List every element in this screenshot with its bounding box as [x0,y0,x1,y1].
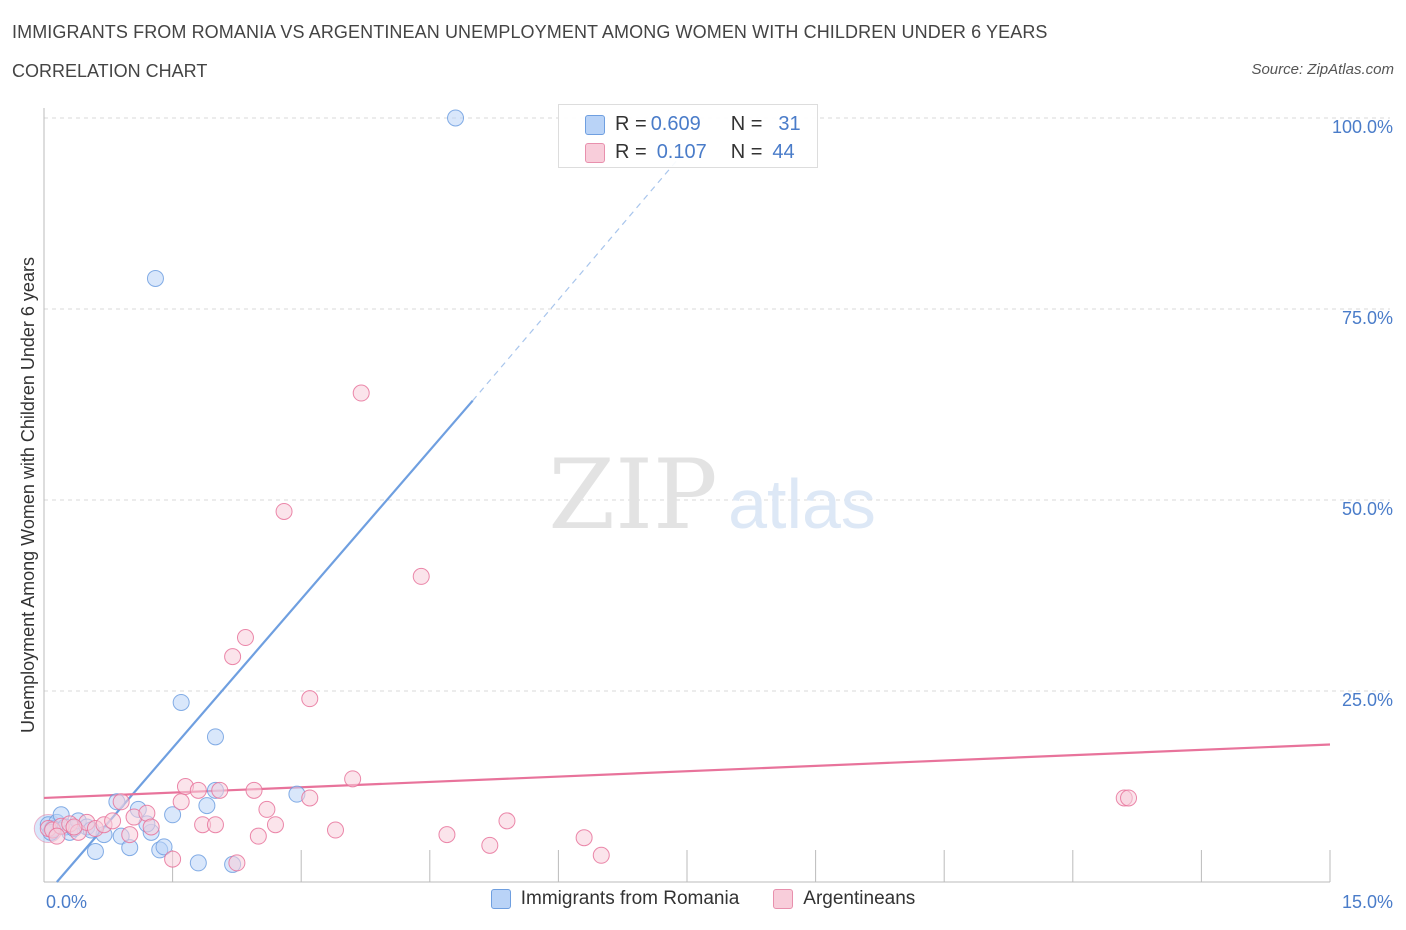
grid-lines [44,117,1390,692]
point-argentineans [344,770,362,788]
point-argentineans [189,781,207,799]
legend-label-argentineans: Argentineans [803,888,916,909]
point-argentineans [275,502,293,520]
point-argentineans [121,826,139,844]
point-argentineans [258,800,276,818]
point-romania [447,109,465,127]
point-argentineans [48,827,66,845]
point-argentineans [65,818,83,836]
y-axis-label: Unemployment Among Women with Children U… [18,257,38,733]
point-argentineans [236,629,254,647]
point-argentineans [249,827,267,845]
trend-line-argentineans [43,743,1331,800]
stats-row-argentineans: R = 0.107 N = 44 [585,141,795,164]
stats-n-label: N = [730,141,763,163]
point-romania [172,693,190,711]
data-points [33,109,1138,873]
legend: Immigrants from Romania Argentineans [0,888,1406,910]
stats-r-value: 0.609 [650,113,701,135]
legend-item-argentineans[interactable]: Argentineans [773,888,915,910]
point-romania [146,269,164,287]
point-romania [164,806,182,824]
stats-n-label: N = [730,113,763,135]
point-argentineans [352,384,370,402]
point-argentineans [206,816,224,834]
point-argentineans [245,781,263,799]
point-argentineans [412,567,430,585]
point-romania [86,842,104,860]
point-romania [198,797,216,815]
point-argentineans [164,850,182,868]
point-argentineans [438,826,456,844]
legend-swatch-romania [490,889,511,909]
y-tick-label: 25.0% [1342,690,1393,710]
point-argentineans [326,821,344,839]
watermark-atlas: atlas [728,465,876,543]
point-argentineans [575,829,593,847]
y-tick-label: 75.0% [1342,308,1393,328]
legend-label-romania: Immigrants from Romania [520,888,740,909]
point-argentineans [228,854,246,872]
point-argentineans [266,816,284,834]
point-argentineans [172,793,190,811]
stats-swatch-argentineans [585,142,605,163]
x-tick-label: 0.0% [46,892,87,912]
chart-subtitle: CORRELATION CHART [12,61,208,81]
point-argentineans [104,812,122,830]
point-argentineans [211,781,229,799]
point-argentineans [1120,789,1138,807]
tick-labels: 25.0% 50.0% 75.0% 100.0% 0.0% 15.0% [46,117,1393,912]
stats-n-value: 44 [772,141,795,163]
watermark: ZIP atlas [548,439,876,551]
stats-row-romania: R = 0.609 N = 31 [585,113,801,136]
y-tick-label: 100.0% [1332,117,1393,137]
point-romania [155,838,173,856]
point-argentineans [498,812,516,830]
chart-title: IMMIGRANTS FROM ROMANIA VS ARGENTINEAN U… [12,22,1048,42]
source-label: Source: ZipAtlas.com [1251,61,1394,78]
y-tick-label: 50.0% [1342,499,1393,519]
x-tick-label: 15.0% [1342,892,1393,912]
stats-swatch-romania [585,114,605,135]
point-argentineans [301,690,319,708]
stats-box: R = 0.609 N = 31 R = 0.107 N = 44 [558,104,818,168]
stats-r-label: R = [615,113,647,135]
point-argentineans [224,648,242,666]
point-argentineans [142,818,160,836]
point-argentineans [481,836,499,854]
point-argentineans [592,846,610,864]
point-romania [189,854,207,872]
legend-item-romania[interactable]: Immigrants from Romania [490,888,740,910]
watermark-zip: ZIP [548,439,717,551]
point-argentineans [301,789,319,807]
stats-r-value: 0.107 [656,141,707,163]
trend-line-romania-extension [472,148,688,402]
point-romania [206,728,224,746]
legend-swatch-argentineans [773,889,794,909]
stats-r-label: R = [615,141,647,163]
point-argentineans [112,793,130,811]
stats-n-value: 31 [778,113,801,135]
